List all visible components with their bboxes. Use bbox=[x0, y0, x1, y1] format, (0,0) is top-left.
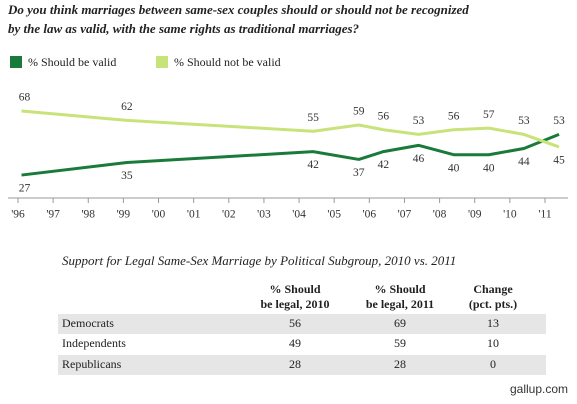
data-label: 53 bbox=[413, 115, 425, 127]
data-label: 68 bbox=[19, 92, 31, 104]
series-line bbox=[21, 109, 560, 149]
x-tick-label: '98 bbox=[81, 209, 95, 221]
x-tick-label: '05 bbox=[327, 209, 341, 221]
data-label: 56 bbox=[448, 110, 460, 122]
x-tick-label: '08 bbox=[433, 209, 447, 221]
table-cell: Democrats bbox=[62, 316, 114, 330]
data-label: 53 bbox=[553, 115, 565, 127]
chart-title: by the law as valid, with the same right… bbox=[8, 21, 360, 36]
x-tick-label: '10 bbox=[503, 209, 517, 221]
table-cell: 28 bbox=[289, 357, 301, 371]
x-tick-label: '04 bbox=[292, 209, 306, 221]
table-cell: 59 bbox=[394, 336, 406, 350]
x-tick-label: '01 bbox=[187, 209, 201, 221]
table-cell: 0 bbox=[490, 357, 496, 371]
x-tick-label: '06 bbox=[363, 209, 377, 221]
data-label: 40 bbox=[448, 162, 460, 174]
table-cell: 28 bbox=[394, 357, 406, 371]
table-cell: 69 bbox=[394, 316, 406, 330]
x-tick-label: '99 bbox=[117, 209, 131, 221]
x-tick-label: '03 bbox=[257, 209, 271, 221]
data-label: 37 bbox=[353, 167, 365, 179]
table-row bbox=[58, 334, 546, 354]
data-label: 42 bbox=[307, 159, 319, 171]
legend-label: % Should not be valid bbox=[174, 55, 281, 69]
legend-swatch bbox=[156, 56, 168, 68]
chart-title: Do you think marriages between same-sex … bbox=[7, 2, 469, 17]
table-cell: Independents bbox=[62, 336, 126, 350]
x-tick-label: '09 bbox=[468, 209, 482, 221]
table-header: % Should bbox=[374, 282, 425, 296]
data-label: 59 bbox=[353, 106, 365, 118]
table-header: (pct. pts.) bbox=[469, 297, 517, 311]
data-label: 45 bbox=[553, 155, 565, 167]
x-tick-label: '97 bbox=[46, 209, 60, 221]
data-label: 57 bbox=[483, 109, 495, 121]
table-title: Support for Legal Same-Sex Marriage by P… bbox=[62, 253, 456, 268]
table-header: be legal, 2010 bbox=[261, 297, 330, 311]
table-header: Change bbox=[473, 282, 513, 296]
data-label: 42 bbox=[378, 159, 390, 171]
x-tick-label: '96 bbox=[11, 209, 25, 221]
x-tick-label: '00 bbox=[152, 209, 166, 221]
table-header: be legal, 2011 bbox=[366, 297, 434, 311]
table-cell: 13 bbox=[487, 316, 499, 330]
legend-label: % Should be valid bbox=[28, 55, 116, 69]
legend-swatch bbox=[10, 56, 22, 68]
data-label: 53 bbox=[518, 115, 530, 127]
data-label: 46 bbox=[413, 153, 425, 165]
series-line bbox=[21, 133, 560, 177]
table-row bbox=[58, 355, 546, 375]
table-cell: 56 bbox=[289, 316, 301, 330]
data-label: 56 bbox=[378, 110, 390, 122]
table-cell: 10 bbox=[487, 336, 499, 350]
table-cell: 49 bbox=[289, 336, 301, 350]
x-tick-label: '02 bbox=[222, 209, 236, 221]
data-label: 40 bbox=[483, 162, 495, 174]
x-tick-label: '11 bbox=[538, 209, 551, 221]
table-header: % Should bbox=[269, 282, 320, 296]
x-tick-label: '07 bbox=[398, 209, 412, 221]
footer: gallup.com bbox=[510, 382, 568, 396]
data-label: 44 bbox=[518, 156, 530, 168]
data-label: 27 bbox=[19, 183, 31, 195]
table-row bbox=[58, 314, 546, 334]
data-label: 55 bbox=[307, 112, 319, 124]
table-cell: Republicans bbox=[62, 357, 122, 371]
data-label: 62 bbox=[121, 101, 133, 113]
data-label: 35 bbox=[121, 170, 133, 182]
